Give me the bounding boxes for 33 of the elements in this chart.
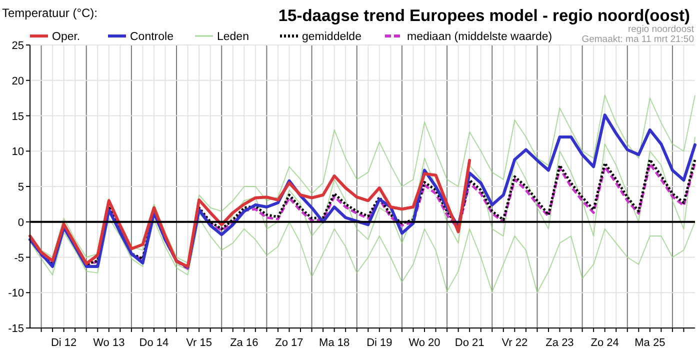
line-series bbox=[28, 158, 472, 268]
y-tick-label: 5 bbox=[18, 182, 24, 194]
x-tick-label: Di 12 bbox=[50, 337, 77, 349]
legend-label: mediaan (middelste waarde) bbox=[407, 31, 552, 43]
y-tick-label: 0 bbox=[18, 216, 24, 229]
y-tick-label: 15 bbox=[12, 110, 24, 123]
y-axis-title: Temperatuur (°C): bbox=[2, 6, 98, 20]
legend-label: Controle bbox=[130, 31, 174, 43]
legend-label: Leden bbox=[217, 31, 249, 43]
y-tick-label: 10 bbox=[12, 146, 24, 158]
legend-label: Oper. bbox=[52, 31, 80, 43]
y-tick-label: 25 bbox=[12, 40, 24, 52]
x-tick-label: Wo 20 bbox=[408, 337, 440, 349]
y-tick-label: 20 bbox=[12, 75, 24, 88]
x-tick-label: Do 21 bbox=[454, 337, 484, 349]
y-tick-label: -5 bbox=[14, 252, 24, 264]
x-tick-label: Vr 22 bbox=[502, 337, 528, 349]
y-tick-label: -10 bbox=[8, 288, 24, 300]
chart-title: 15-daagse trend Europees model - regio noord(oost) bbox=[278, 7, 690, 25]
x-tick-label: Za 23 bbox=[546, 337, 574, 349]
x-tick-label: Ma 25 bbox=[634, 337, 666, 349]
x-tick-label: Wo 13 bbox=[93, 337, 125, 349]
x-tick-label: Zo 24 bbox=[590, 337, 619, 349]
x-tick-label: Do 14 bbox=[139, 337, 169, 349]
x-tick-label: Za 16 bbox=[230, 337, 258, 349]
text: regio noordoost bbox=[628, 24, 694, 35]
x-tick-label: Di 19 bbox=[366, 337, 392, 349]
legend-label: gemiddelde bbox=[302, 31, 362, 43]
x-tick-label: Zo 17 bbox=[275, 337, 304, 349]
x-tick-label: Ma 18 bbox=[319, 337, 350, 349]
annotation: Gemaakt: ma 11 mrt 21:50 bbox=[582, 34, 694, 45]
y-tick-label: -15 bbox=[8, 323, 24, 335]
x-tick-label: Vr 15 bbox=[186, 337, 212, 349]
